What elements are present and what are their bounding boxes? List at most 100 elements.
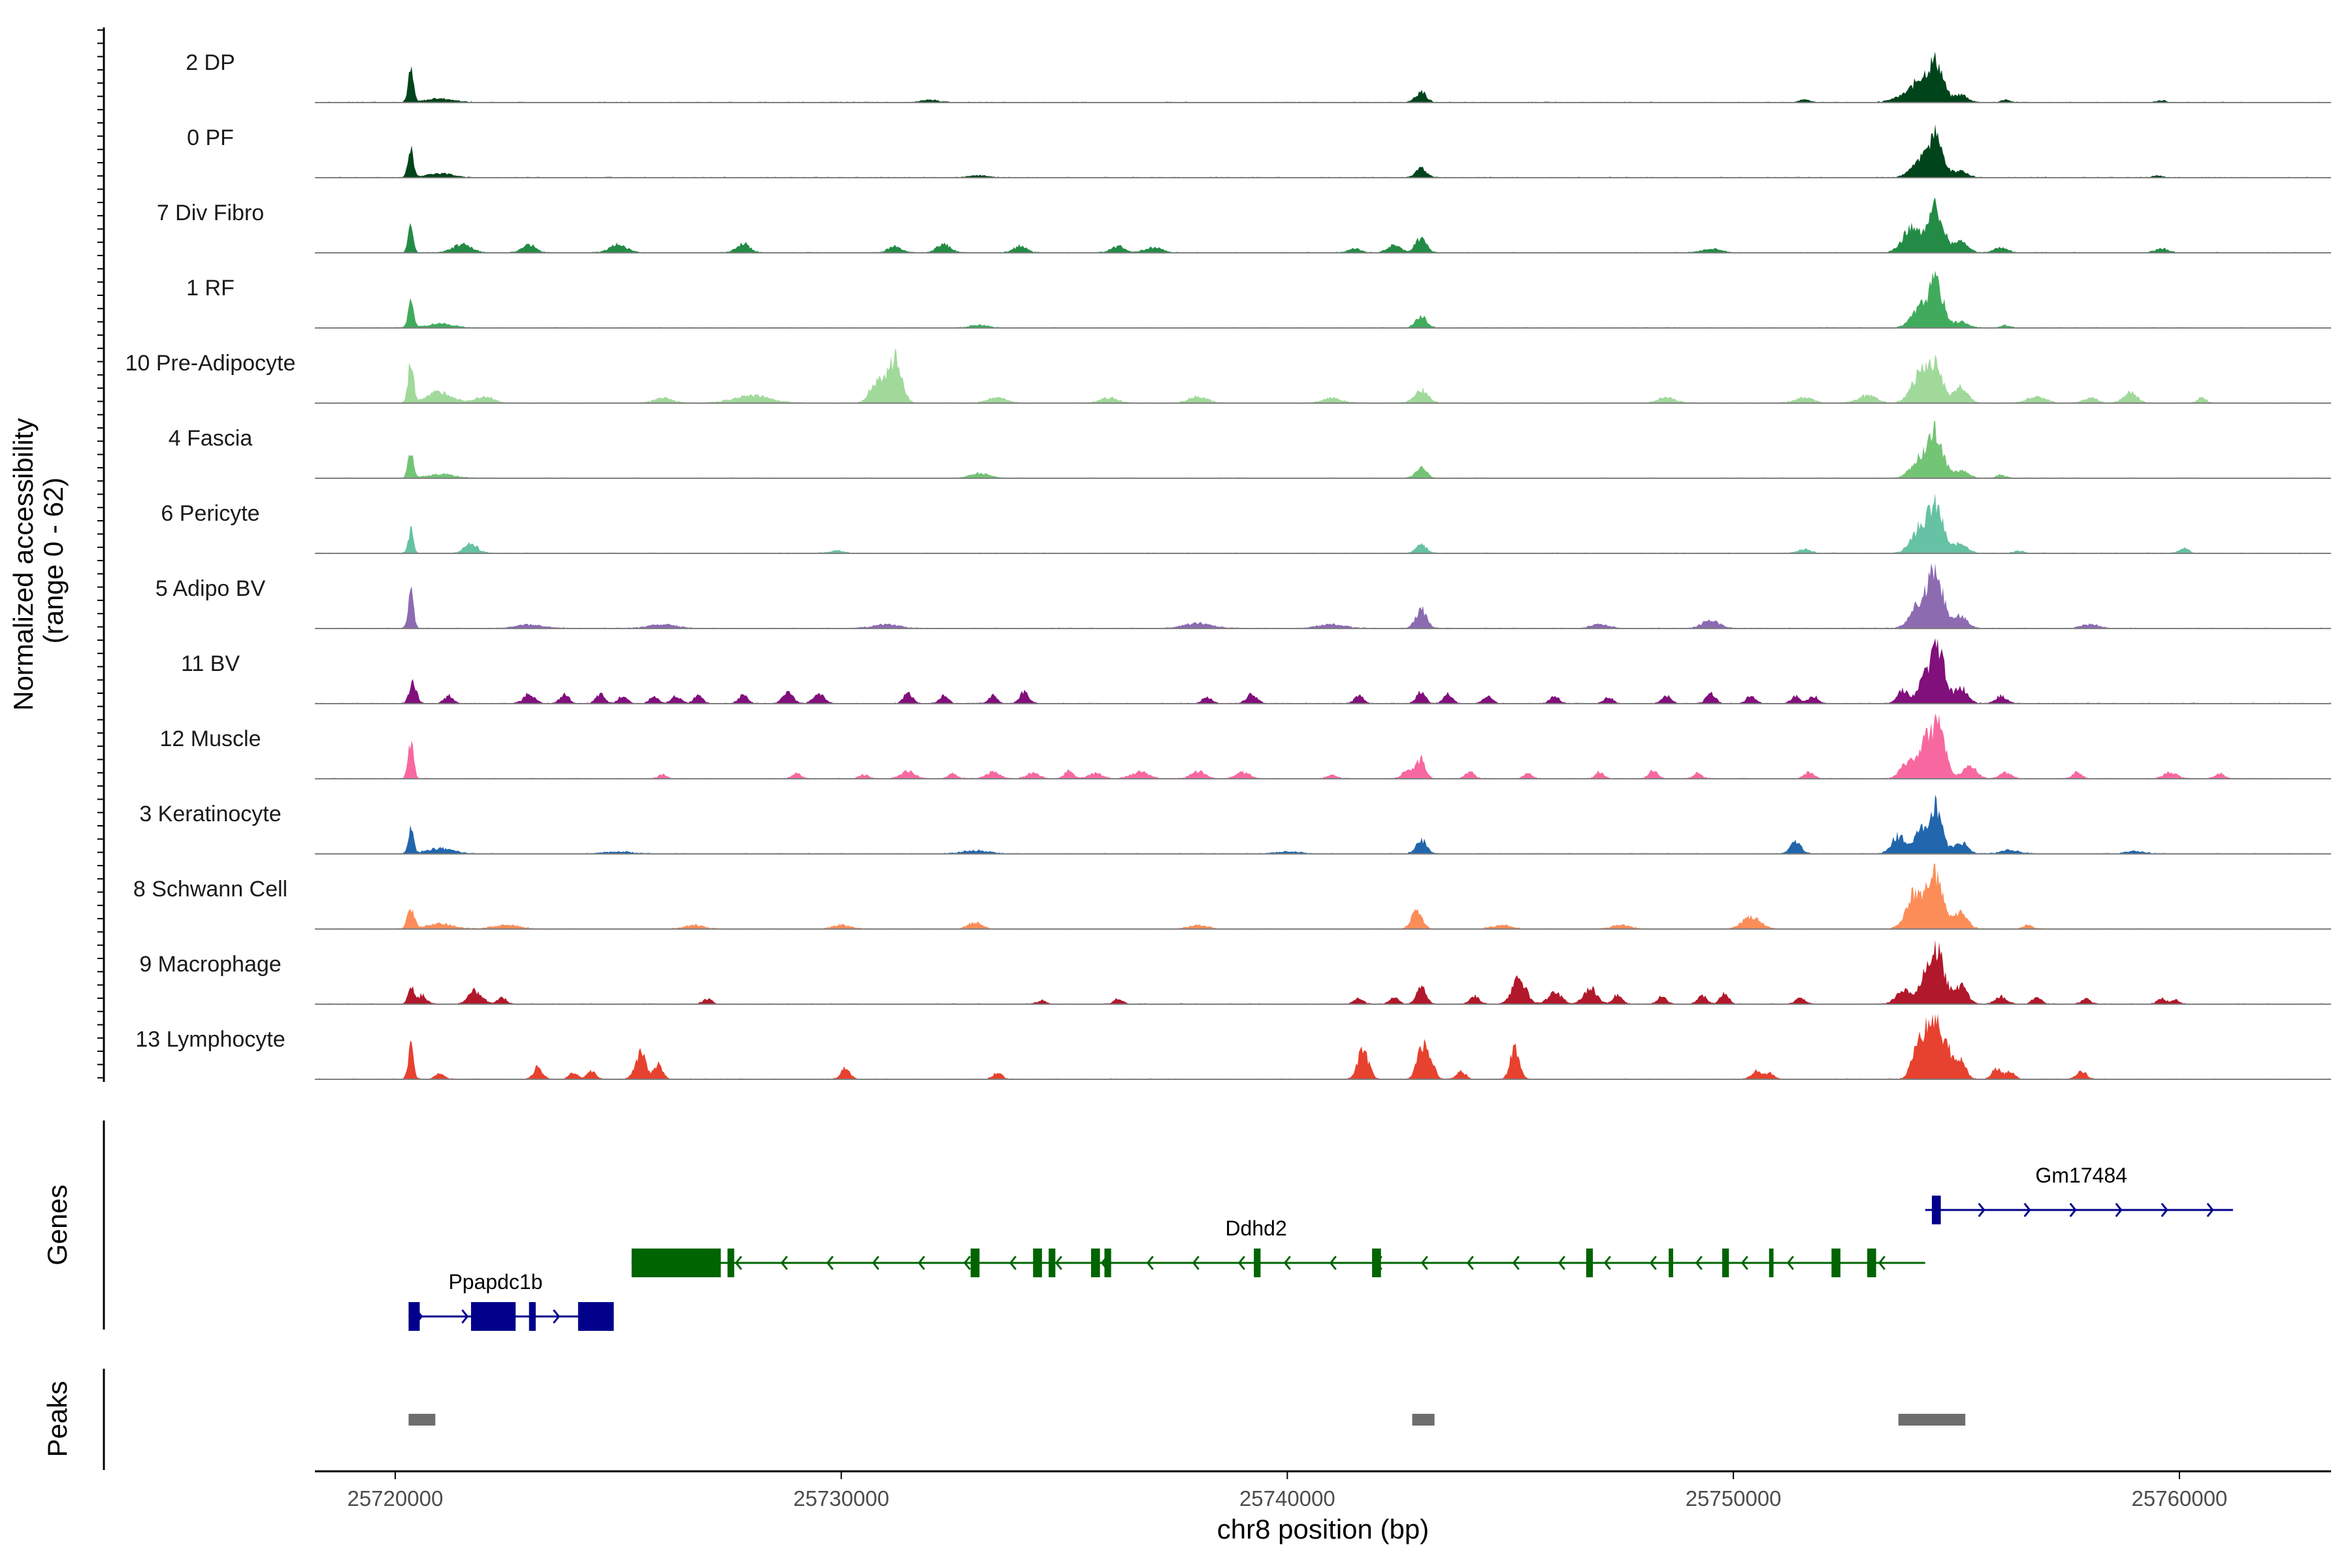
track-label: 3 Keratinocyte xyxy=(139,802,281,826)
gene-exon xyxy=(578,1302,614,1331)
track-label: 1 RF xyxy=(186,276,235,301)
x-axis: 25720000 25730000 25740000 25750000 25760000 xyxy=(315,1470,2331,1511)
gene-exon xyxy=(727,1249,734,1277)
track-6-pericyte: 6 Pericyte xyxy=(161,493,2331,554)
strand-arrow-icon xyxy=(1878,1256,1886,1270)
track-9-macrophage: 9 Macrophage xyxy=(139,939,2331,1005)
strand-arrow-icon xyxy=(1603,1256,1611,1270)
x-tick-label: 25760000 xyxy=(2131,1486,2227,1511)
x-tick-label: 25720000 xyxy=(347,1486,443,1511)
strand-arrow-icon xyxy=(1054,1256,1062,1270)
track-3-keratinocyte: 3 Keratinocyte xyxy=(139,794,2331,855)
gene-exon xyxy=(408,1302,420,1331)
track-8-schwann-cell: 8 Schwann Cell xyxy=(133,864,2331,930)
track-5-adipo-bv: 5 Adipo BV xyxy=(155,563,2331,629)
gene-exon xyxy=(1049,1249,1056,1277)
gene-exon xyxy=(631,1249,721,1277)
gene-exon xyxy=(470,1302,516,1331)
coverage-area xyxy=(315,713,2331,779)
x-axis-title: chr8 position (bp) xyxy=(1217,1514,1429,1544)
gene-exon xyxy=(1831,1249,1840,1277)
strand-arrow-icon xyxy=(1146,1256,1154,1270)
gene-ddhd2: Ddhd2 xyxy=(631,1217,1925,1277)
track-label: 2 DP xyxy=(186,50,235,75)
strand-arrow-icon xyxy=(1329,1256,1337,1270)
coverage-area xyxy=(315,638,2331,704)
track-label: 4 Fascia xyxy=(169,426,253,451)
coverage-area xyxy=(315,864,2331,929)
coverage-area xyxy=(315,420,2331,478)
gene-exon xyxy=(1033,1249,1042,1277)
track-7-div-fibro: 7 Div Fibro xyxy=(157,197,2331,253)
track-12-muscle: 12 Muscle xyxy=(160,713,2331,779)
peak-region-bar xyxy=(1898,1414,1966,1426)
strand-arrow-icon xyxy=(461,1309,469,1324)
track-label: 0 PF xyxy=(187,125,234,150)
track-label: 7 Div Fibro xyxy=(157,201,264,225)
gene-exon xyxy=(1769,1249,1774,1277)
gene-exon xyxy=(1254,1249,1261,1277)
gene-exon xyxy=(1867,1249,1876,1277)
gene-exon xyxy=(1372,1249,1381,1277)
track-label: 6 Pericyte xyxy=(161,501,259,526)
track-1-rf: 1 RF xyxy=(186,270,2331,329)
track-label: 5 Adipo BV xyxy=(155,576,266,601)
strand-arrow-icon xyxy=(872,1256,879,1270)
accessibility-tracks: 2 DP 0 PF 7 Div Fibro 1 RF 10 Pre-Adipocyte 4… xyxy=(125,50,2331,1080)
y-axis xyxy=(97,27,105,1082)
strand-arrow-icon xyxy=(1786,1256,1794,1270)
coverage-area xyxy=(315,1014,2331,1079)
peak-region-bar xyxy=(1412,1414,1435,1426)
strand-arrow-icon xyxy=(1192,1256,1200,1270)
track-13-lymphocyte: 13 Lymphocyte xyxy=(135,1014,2331,1080)
strand-arrow-icon xyxy=(917,1256,925,1270)
coverage-area xyxy=(315,52,2331,103)
track-label: 9 Macrophage xyxy=(139,952,281,977)
strand-arrow-icon xyxy=(1558,1256,1565,1270)
strand-arrow-icon xyxy=(780,1256,788,1270)
coverage-area xyxy=(315,270,2331,328)
coverage-area xyxy=(315,794,2331,854)
gene-label: Ddhd2 xyxy=(1225,1217,1286,1240)
genes-panel-title: Genes xyxy=(42,1184,73,1266)
track-label: 8 Schwann Cell xyxy=(133,877,287,902)
strand-arrow-icon xyxy=(1695,1256,1703,1270)
strand-arrow-icon xyxy=(2115,1203,2123,1217)
track-11-bv: 11 BV xyxy=(181,638,2331,704)
strand-arrow-icon xyxy=(963,1256,971,1270)
coverage-area xyxy=(315,493,2331,553)
strand-arrow-icon xyxy=(1420,1256,1428,1270)
gene-exon xyxy=(1104,1249,1111,1277)
x-tick-label: 25730000 xyxy=(793,1486,889,1511)
strand-arrow-icon xyxy=(1466,1256,1474,1270)
track-label: 12 Muscle xyxy=(160,727,261,751)
peaks-panel: Peaks xyxy=(42,1369,105,1470)
coverage-area xyxy=(315,563,2331,629)
gene-label: Gm17484 xyxy=(2035,1164,2127,1187)
peak-regions xyxy=(408,1414,1966,1426)
gene-exon xyxy=(1586,1249,1593,1277)
strand-arrow-icon xyxy=(1978,1203,1985,1217)
gene-exon xyxy=(1931,1196,1941,1224)
strand-arrow-icon xyxy=(1512,1256,1520,1270)
track-label: 10 Pre-Adipocyte xyxy=(125,351,296,376)
track-4-fascia: 4 Fascia xyxy=(169,420,2331,479)
gene-exon xyxy=(529,1302,536,1331)
y-axis-title-line-2: (range 0 - 62) xyxy=(38,478,69,644)
gene-exon xyxy=(1722,1249,1729,1277)
x-tick-label: 25740000 xyxy=(1239,1486,1335,1511)
gene-models: Ppapdc1b Ddhd2 Gm17484 xyxy=(408,1164,2233,1331)
strand-arrow-icon xyxy=(553,1309,561,1324)
strand-arrow-icon xyxy=(2206,1203,2214,1217)
gene-exon xyxy=(970,1249,980,1277)
track-10-pre-adipocyte: 10 Pre-Adipocyte xyxy=(125,348,2331,404)
strand-arrow-icon xyxy=(734,1256,742,1270)
strand-arrow-icon xyxy=(1649,1256,1657,1270)
strand-arrow-icon xyxy=(1237,1256,1245,1270)
gene-ppapdc1b: Ppapdc1b xyxy=(408,1270,614,1331)
gene-gm17484: Gm17484 xyxy=(1925,1164,2233,1224)
gene-exon xyxy=(1090,1249,1100,1277)
track-2-dp: 2 DP xyxy=(186,50,2331,103)
strand-arrow-icon xyxy=(2069,1203,2077,1217)
